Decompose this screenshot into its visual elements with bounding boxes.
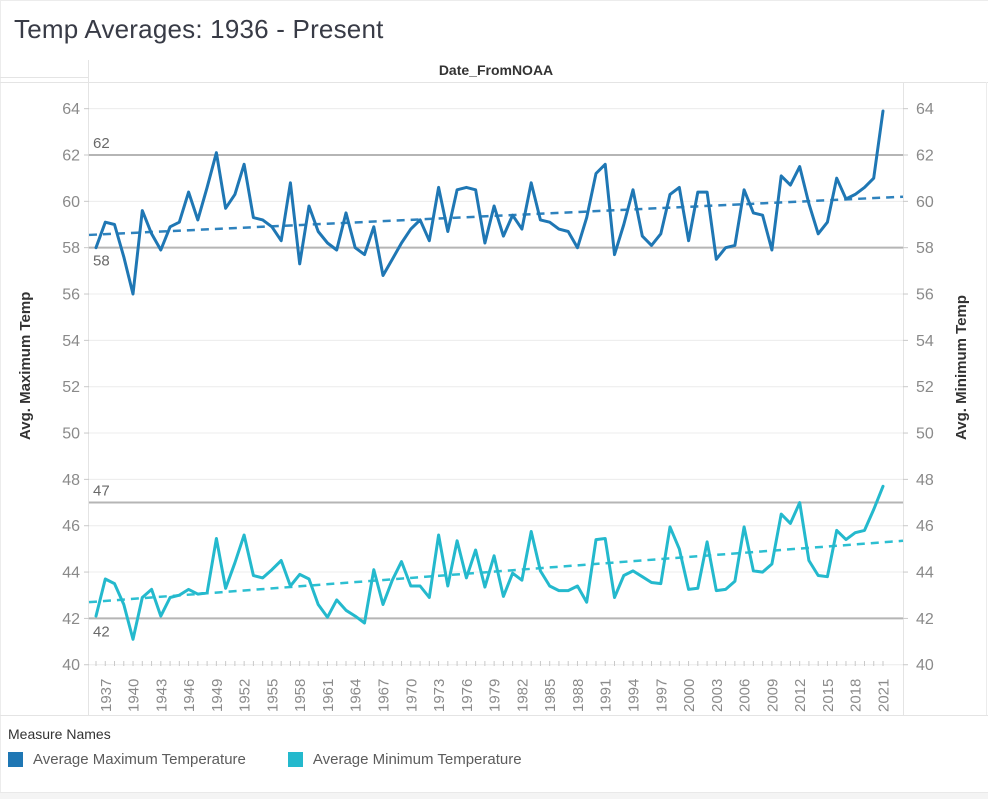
- left-axis-tick-label: 42: [62, 611, 80, 628]
- left-axis-tick-label: 46: [62, 518, 80, 535]
- x-axis-tick-label: 1973: [431, 679, 448, 712]
- right-axis-tick-label: 48: [916, 472, 934, 489]
- trend-line[interactable]: [88, 539, 904, 604]
- legend: Measure Names Average Maximum Temperatur…: [8, 726, 564, 768]
- reference-line-label: 42: [93, 623, 110, 640]
- right-axis-tick-label: 40: [916, 657, 934, 674]
- right-axis-tick-label: 56: [916, 287, 934, 304]
- right-axis-tick-label: 46: [916, 518, 934, 535]
- max-temp-series-line[interactable]: [94, 109, 885, 296]
- x-axis-tick-label: 2000: [681, 679, 698, 712]
- right-axis-tick-label: 64: [916, 101, 934, 118]
- left-axis-tick-label: 44: [62, 565, 80, 582]
- right-axis-tick-label: 52: [916, 379, 934, 396]
- x-axis-tick-label: 1985: [542, 679, 559, 712]
- bottom-scroll-strip[interactable]: [0, 792, 988, 799]
- right-axis-tick-label: 50: [916, 426, 934, 443]
- x-axis-tick-label: 1970: [403, 679, 420, 712]
- left-axis-tick-label: 50: [62, 426, 80, 443]
- x-axis-tick-label: 1979: [487, 679, 504, 712]
- x-axis-tick-label: 1949: [209, 679, 226, 712]
- left-axis-tick-label: 64: [62, 101, 80, 118]
- right-axis-tick-label: 58: [916, 240, 934, 257]
- right-axis-tick-label: 42: [916, 611, 934, 628]
- left-axis-tick-label: 40: [62, 657, 80, 674]
- right-axis-tick-label: 54: [916, 333, 934, 350]
- x-axis-tick-label: 2009: [764, 679, 781, 712]
- left-axis-tick-label: 60: [62, 194, 80, 211]
- x-axis-tick-label: 2003: [709, 679, 726, 712]
- left-axis-tick-label: 62: [62, 148, 80, 165]
- x-axis-tick-label: 1988: [570, 679, 587, 712]
- column-field-header: Date_FromNOAA: [438, 62, 554, 78]
- left-axis-tick-label: 58: [62, 240, 80, 257]
- legend-title: Measure Names: [8, 726, 111, 742]
- right-axis-tick-label: 60: [916, 194, 934, 211]
- x-axis-tick-label: 1955: [264, 679, 281, 712]
- left-axis-tick-label: 54: [62, 333, 80, 350]
- legend-label-max: Average Maximum Temperature: [33, 751, 246, 768]
- x-axis-tick-label: 2018: [848, 679, 865, 712]
- x-axis-tick-label: 1952: [237, 679, 254, 712]
- x-axis-tick-label: 1940: [126, 679, 143, 712]
- right-axis-tick-label: 44: [916, 565, 934, 582]
- x-axis-tick-label: 1991: [598, 679, 615, 712]
- legend-item-avg-max-temp[interactable]: Average Maximum Temperature: [8, 751, 246, 768]
- legend-label-min: Average Minimum Temperature: [312, 751, 522, 768]
- x-axis-tick-label: 2021: [876, 679, 893, 712]
- x-axis-tick-label: 1946: [181, 679, 198, 712]
- x-axis-tick-label: 1982: [514, 679, 531, 712]
- left-axis-tick-label: 56: [62, 287, 80, 304]
- reference-line-label: 47: [93, 483, 110, 500]
- x-axis-tick-label: 1997: [653, 679, 670, 712]
- left-axis-tick-label: 52: [62, 379, 80, 396]
- left-axis-tick-label: 48: [62, 472, 80, 489]
- x-axis-tick-label: 1994: [626, 679, 643, 712]
- x-axis-tick-label: 2012: [792, 679, 809, 712]
- x-axis-tick-label: 1943: [153, 679, 170, 712]
- x-axis-tick-label: 1958: [292, 679, 309, 712]
- reference-line-label: 58: [93, 253, 110, 270]
- x-axis-tick-label: 1967: [376, 679, 393, 712]
- legend-swatch-max-icon: [8, 752, 23, 767]
- legend-swatch-min-icon: [287, 752, 303, 767]
- legend-item-avg-min-temp[interactable]: Average Minimum Temperature: [287, 751, 522, 768]
- reference-line-label: 62: [93, 135, 110, 152]
- x-axis-tick-label: 1964: [348, 679, 365, 712]
- x-axis-tick-label: 1976: [459, 679, 476, 712]
- x-axis-tick-label: 1961: [320, 679, 337, 712]
- left-axis-title: Avg. Maximum Temp: [17, 292, 34, 440]
- min-temp-series-line[interactable]: [94, 484, 885, 641]
- x-axis-tick-label: 2015: [820, 679, 837, 712]
- x-axis-tick-label: 2006: [737, 679, 754, 712]
- page-title: Temp Averages: 1936 - Present: [14, 14, 384, 44]
- right-axis-title: Avg. Minimum Temp: [953, 295, 970, 440]
- x-axis-tick-label: 1937: [98, 679, 115, 712]
- right-axis-tick-label: 62: [916, 148, 934, 165]
